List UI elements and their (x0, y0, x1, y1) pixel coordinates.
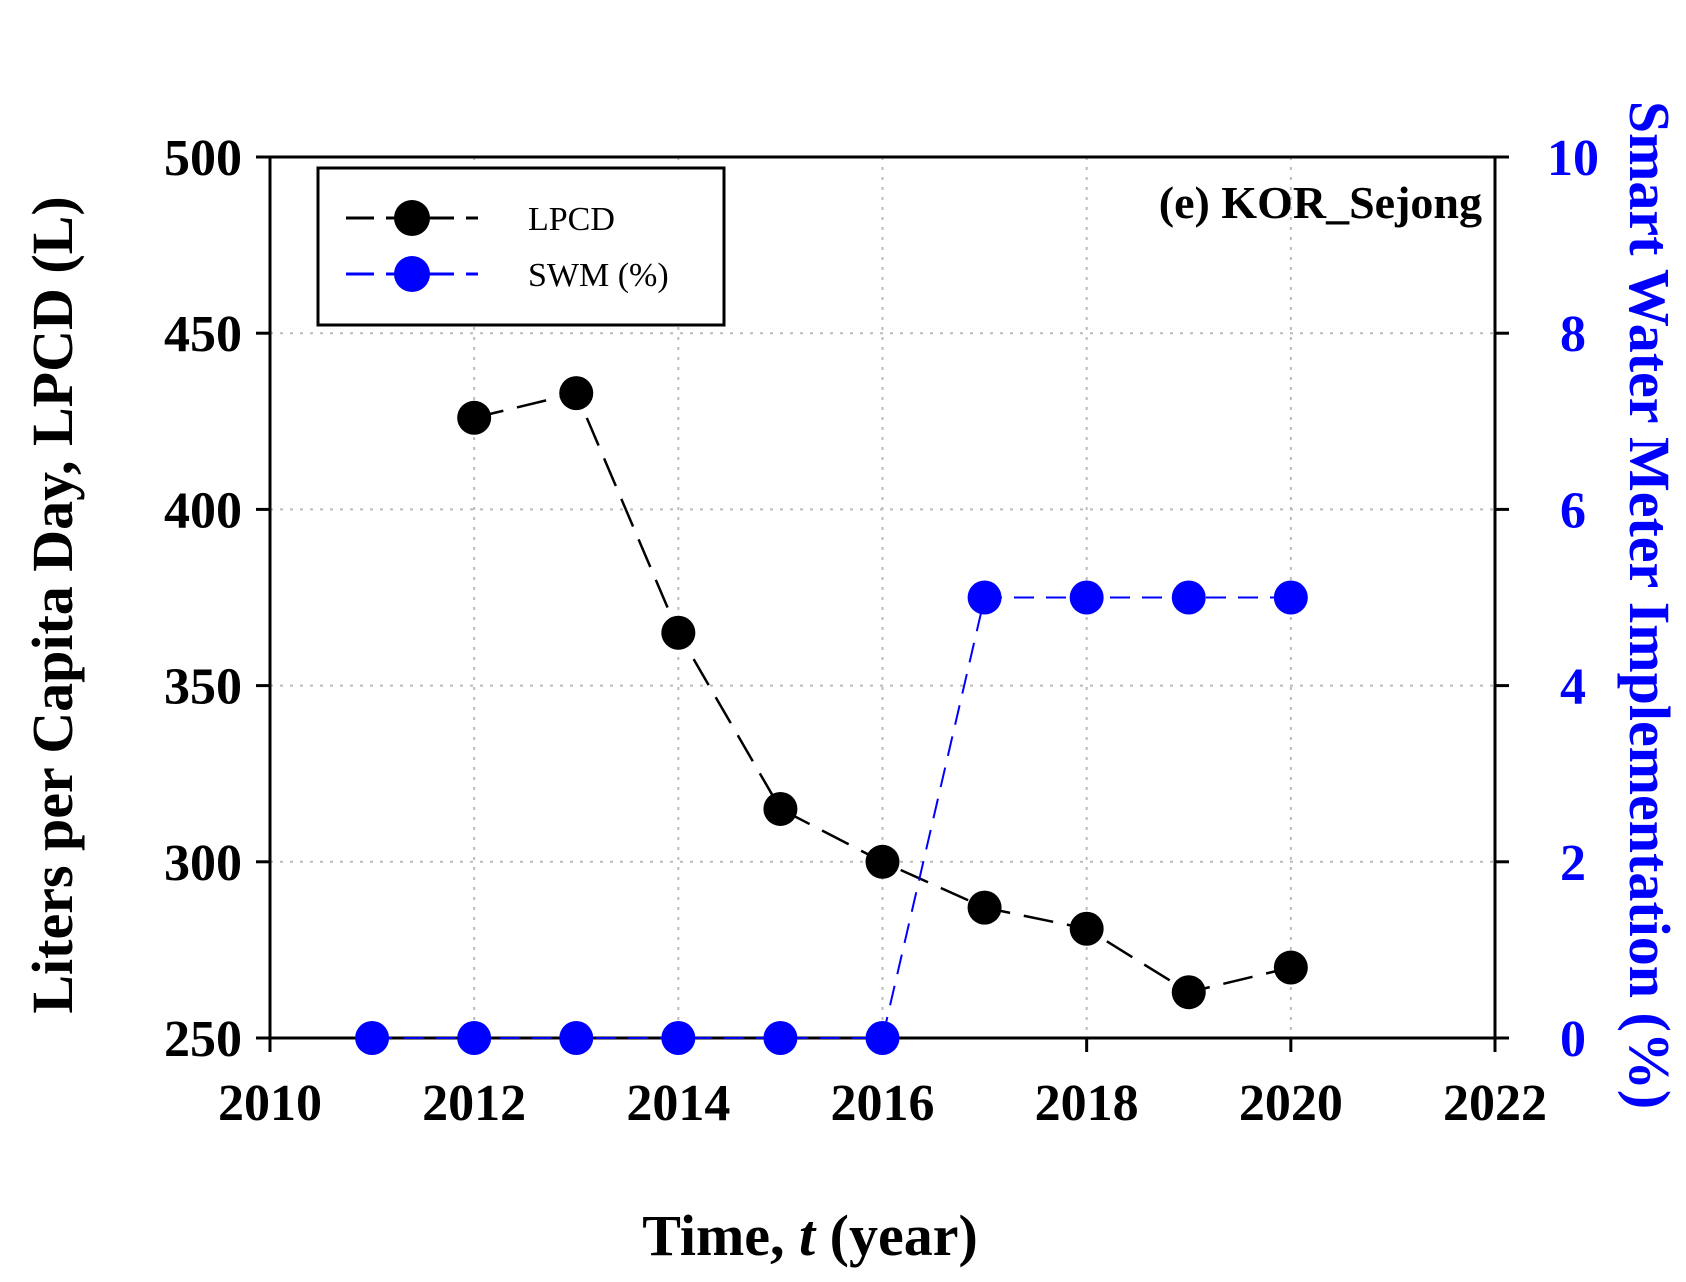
legend-lpcd-marker (394, 200, 430, 236)
y-left-tick-label: 300 (164, 835, 242, 892)
x-tick-labels: 2010 2012 2014 2016 2018 2020 2022 (218, 1075, 1547, 1132)
y-right-tick-label: 4 (1560, 659, 1586, 716)
series-swm-point (457, 1021, 492, 1055)
series-lpcd-point (457, 400, 492, 435)
series-swm-point (1273, 580, 1308, 615)
series-lpcd-point (1273, 950, 1308, 985)
series-layer (355, 376, 1308, 1055)
series-swm-point (1069, 580, 1104, 615)
y-left-tick-label: 350 (164, 659, 242, 716)
series-lpcd-point (1171, 975, 1206, 1010)
series-swm-point (355, 1021, 390, 1055)
y-right-axis-title: Smart Water Meter Implementation (%) (1617, 101, 1682, 1109)
x-tick-label: 2020 (1239, 1075, 1343, 1132)
series-swm-point (865, 1021, 900, 1055)
x-axis-title: Time, t (year) (642, 1203, 978, 1268)
series-swm-line (372, 596, 1291, 1039)
y-right-tick-label: 0 (1560, 1011, 1586, 1068)
y-left-tick-label: 400 (164, 482, 242, 539)
series-lpcd-point (559, 376, 594, 411)
series-lpcd-point (967, 890, 1002, 925)
series-swm-point (1171, 580, 1206, 615)
legend: LPCD SWM (%) (316, 166, 726, 327)
y-right-tick-labels: 0 2 4 6 8 10 (1547, 130, 1599, 1068)
x-tick-label: 2012 (422, 1075, 526, 1132)
x-tick-label: 2018 (1035, 1075, 1139, 1132)
y-left-tick-label: 250 (164, 1011, 242, 1068)
y-left-tick-labels: 250 300 350 400 450 500 (164, 130, 242, 1068)
series-swm-point (559, 1021, 594, 1055)
x-tick-label: 2016 (831, 1075, 935, 1132)
series-swm-point (763, 1021, 798, 1055)
series-lpcd-point (763, 791, 798, 826)
legend-lpcd-label: LPCD (528, 201, 615, 238)
legend-box (316, 166, 726, 327)
y-right-tick-label: 2 (1560, 835, 1586, 892)
y-left-axis-title: Liters per Capita Day, LPCD (L) (20, 196, 85, 1013)
y-left-tick-label: 500 (164, 130, 242, 187)
x-tick-label: 2010 (218, 1075, 322, 1132)
series-lpcd-point (865, 844, 900, 879)
series-swm-point (967, 580, 1002, 615)
y-right-tick-label: 10 (1547, 130, 1599, 187)
y-left-tick-label: 450 (164, 306, 242, 363)
y-right-tick-label: 6 (1560, 482, 1586, 539)
x-tick-label: 2014 (626, 1075, 730, 1132)
series-lpcd-point (1069, 911, 1104, 946)
legend-swm-label: SWM (%) (528, 257, 669, 294)
panel-label: (e) KOR_Sejong (1159, 177, 1482, 228)
series-lpcd-point (661, 615, 696, 650)
series-swm-point (661, 1021, 696, 1055)
y-right-tick-label: 8 (1560, 306, 1586, 363)
series-lpcd-line (473, 391, 1292, 994)
x-tick-label: 2022 (1443, 1075, 1547, 1132)
legend-swm-marker (394, 256, 430, 292)
